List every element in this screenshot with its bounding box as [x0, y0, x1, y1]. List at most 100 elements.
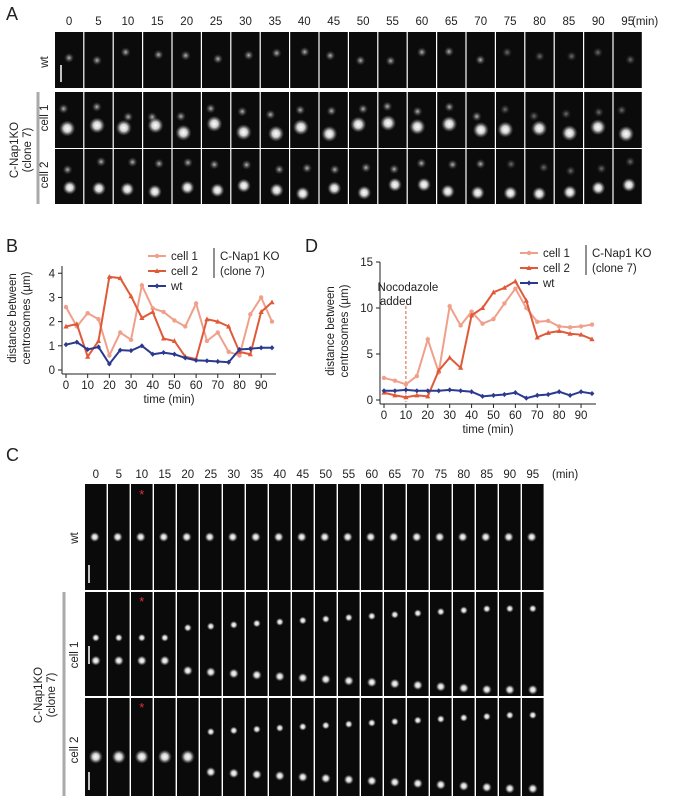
panel-c-tile-cell2	[453, 698, 475, 796]
y-tick-label: 0	[49, 365, 55, 377]
panel-a-centrosome-spot	[237, 106, 248, 117]
panel-c-centrosome-spot	[390, 610, 399, 619]
panel-c-tile-cell2	[499, 698, 521, 796]
panel-c-tile-cell2	[269, 698, 291, 796]
panel-a-centrosome-spot	[243, 50, 254, 61]
panel-a-centrosome-spot	[96, 156, 107, 167]
panel-c-tile-cell2	[177, 698, 199, 796]
data-point	[545, 391, 551, 398]
data-point	[425, 393, 431, 399]
data-point	[556, 324, 562, 329]
legend-label: cell 1	[543, 248, 570, 260]
panel-c-centrosome-spot	[389, 777, 400, 788]
panel-a-centrosome-spot	[565, 165, 576, 176]
panel-c-centrosome-spot	[342, 532, 353, 542]
data-point	[480, 321, 485, 326]
panel-c-centrosome-spot	[229, 726, 238, 735]
data-point	[258, 345, 264, 351]
x-tick-label: 90	[575, 410, 588, 422]
annotation-label-line1: Nocodazole	[378, 282, 439, 294]
panel-a-centrosome-spot	[147, 117, 164, 134]
panel-a-centrosome-spot	[416, 47, 427, 58]
panel-a-tile-cell2	[172, 149, 201, 204]
legend-group-label-line1: C-Nap1 KO	[592, 248, 651, 260]
panel-a-centrosome-spot	[416, 158, 427, 169]
panel-c-centrosome-spot	[89, 532, 100, 542]
panel-c-tile-cell1	[246, 592, 268, 696]
panel-c-centrosome-spot	[205, 766, 216, 777]
panel-c-centrosome-spot	[365, 532, 376, 542]
x-tick-label: 70	[211, 380, 224, 392]
panel-a-centrosome-spot	[592, 47, 603, 58]
data-point	[458, 388, 464, 394]
panel-c-centrosome-spot	[320, 674, 331, 685]
data-point	[258, 309, 264, 314]
panel-c-tile-cell1	[85, 592, 107, 696]
data-point	[63, 304, 69, 310]
panel-c-centrosome-spot	[388, 532, 399, 542]
panel-c-centrosome-spot	[435, 779, 446, 790]
data-point	[96, 317, 101, 322]
panel-a-time-label: 80	[533, 16, 546, 28]
x-tick-label: 40	[146, 380, 159, 392]
panel-c-centrosome-spot	[90, 655, 101, 666]
legend-marker	[526, 265, 532, 270]
panel-c-time-label: 60	[365, 469, 378, 481]
data-point	[106, 274, 112, 279]
panel-c-centrosome-spot	[136, 655, 147, 666]
panel-c-centrosome-spot	[88, 749, 103, 764]
data-point	[567, 392, 573, 398]
x-tick-label: 20	[103, 380, 116, 392]
panel-c-centrosome-spot	[135, 532, 146, 542]
panel-a-centrosome-spot	[534, 51, 545, 62]
x-tick-label: 30	[125, 380, 138, 392]
data-point	[414, 373, 420, 379]
data-point	[128, 348, 134, 354]
data-point	[513, 286, 518, 291]
panel-a-centrosome-spot	[302, 163, 313, 174]
panel-c-tile-cell1	[453, 592, 475, 696]
panel-a-centrosome-spot	[326, 105, 337, 116]
panel-a-centrosome-spot	[360, 162, 371, 173]
panel-c-centrosome-spot	[321, 615, 330, 624]
y-axis-label-line1: distance between	[325, 286, 337, 376]
panel-a-tile-wt	[260, 32, 289, 88]
panel-c-centrosome-spot	[504, 684, 515, 695]
panel-a-centrosome-spot	[274, 164, 285, 175]
x-tick-label: 30	[443, 410, 456, 422]
panel-a-centrosome-spot	[497, 121, 514, 138]
panel-c-centrosome-spot	[526, 532, 537, 542]
panel-c-centrosome-spot	[180, 749, 195, 764]
panel-a-centrosome-spot	[64, 52, 75, 63]
data-point	[247, 346, 253, 352]
panel-a-centrosome-spot	[58, 103, 69, 114]
panel-c-tile-cell2	[108, 698, 130, 796]
legend-group-label-line2: (clone 7)	[220, 266, 265, 278]
x-tick-label: 50	[168, 380, 181, 392]
panel-c-group-label-line1: C-Nap1KO	[33, 667, 45, 723]
panel-a-time-label: 35	[269, 16, 282, 28]
panel-a-centrosome-spot	[444, 101, 455, 112]
panel-a-tile-cell2	[55, 149, 84, 204]
panel-c-centrosome-spot	[228, 768, 239, 779]
panel-a-centrosome-spot	[475, 54, 486, 65]
y-tick-label: 3	[49, 292, 55, 304]
panel-a-centrosome-spot	[380, 115, 397, 132]
panel-a-centrosome-spot	[531, 120, 548, 137]
legend-marker	[154, 268, 160, 273]
panel-a-centrosome-spot	[115, 119, 132, 136]
data-point	[248, 312, 253, 317]
x-tick-label: 60	[190, 380, 203, 392]
panel-c-centrosome-spot	[459, 606, 468, 615]
panel-a-centrosome-spot	[440, 184, 455, 199]
panel-c-centrosome-spot	[321, 721, 330, 730]
panel-c-tile-cell1	[522, 592, 544, 696]
panel-a-centrosome-spot	[235, 124, 252, 141]
panel-c-tile-cell1	[269, 592, 291, 696]
panel-c-centrosome-spot	[319, 532, 330, 542]
data-point	[269, 345, 275, 351]
legend-label: cell 2	[543, 263, 570, 275]
panel-a-centrosome-spot	[625, 156, 636, 167]
panel-a-centrosome-spot	[358, 103, 369, 114]
data-point	[392, 378, 398, 383]
